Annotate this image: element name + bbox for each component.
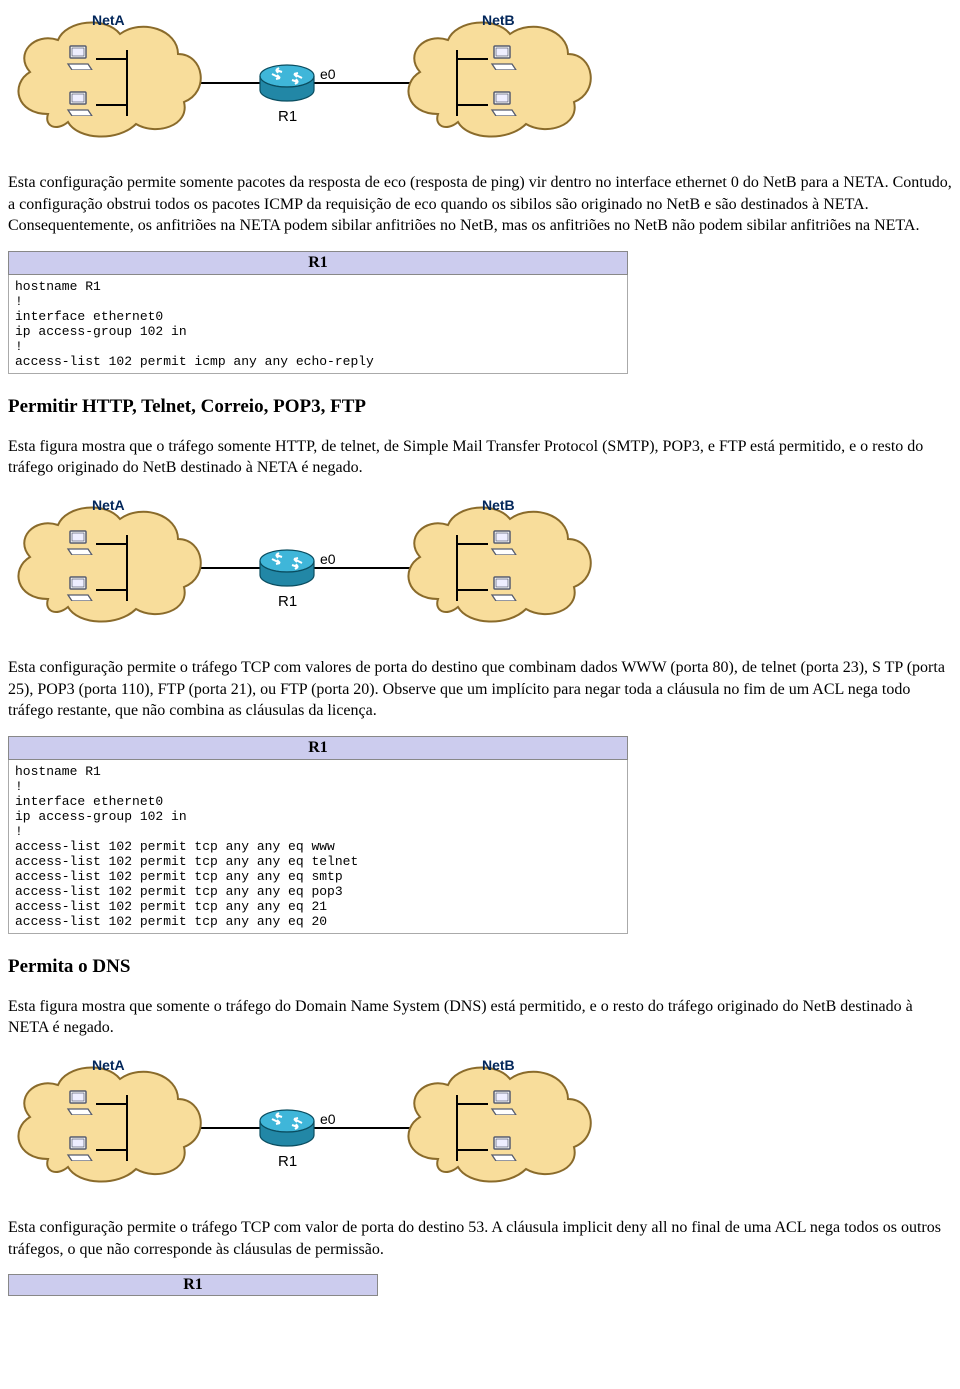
router-label: R1 bbox=[278, 108, 297, 125]
router-label: R1 bbox=[278, 1153, 297, 1170]
pc-icon bbox=[66, 1135, 94, 1161]
router-icon bbox=[258, 549, 316, 587]
paragraph: Esta configuração permite o tráfego TCP … bbox=[8, 1217, 952, 1260]
cloud-netb: NetB bbox=[398, 14, 598, 142]
pc-icon bbox=[66, 90, 94, 116]
cloud-netb: NetB bbox=[398, 499, 598, 627]
router-icon bbox=[258, 1109, 316, 1147]
pc-icon bbox=[490, 575, 518, 601]
pc-icon bbox=[490, 44, 518, 70]
pc-icon bbox=[66, 44, 94, 70]
heading-dns: Permita o DNS bbox=[8, 956, 952, 978]
config-table-3: R1 bbox=[8, 1274, 378, 1296]
pc-icon bbox=[490, 529, 518, 555]
neta-label: NetA bbox=[92, 1057, 125, 1073]
netb-label: NetB bbox=[482, 1057, 515, 1073]
neta-label: NetA bbox=[92, 497, 125, 513]
interface-label: e0 bbox=[320, 1111, 336, 1127]
bus-neta bbox=[126, 50, 128, 116]
stub bbox=[458, 58, 488, 60]
config-code: hostname R1 ! interface ethernet0 ip acc… bbox=[15, 279, 621, 369]
pc-icon bbox=[490, 1135, 518, 1161]
interface-label: e0 bbox=[320, 66, 336, 82]
pc-icon bbox=[490, 1089, 518, 1115]
cloud-neta: NetA bbox=[8, 1059, 208, 1187]
router-label: R1 bbox=[278, 593, 297, 610]
cloud-neta: NetA bbox=[8, 14, 208, 142]
config-code: hostname R1 ! interface ethernet0 ip acc… bbox=[15, 764, 621, 929]
config-title: R1 bbox=[9, 1275, 378, 1296]
heading-http: Permitir HTTP, Telnet, Correio, POP3, FT… bbox=[8, 396, 952, 418]
config-title: R1 bbox=[9, 251, 628, 274]
cloud-netb: NetB bbox=[398, 1059, 598, 1187]
pc-icon bbox=[490, 90, 518, 116]
stub bbox=[96, 104, 126, 106]
paragraph: Esta configuração permite o tráfego TCP … bbox=[8, 657, 952, 722]
paragraph: Esta figura mostra que somente o tráfego… bbox=[8, 996, 952, 1039]
netb-label: NetB bbox=[482, 12, 515, 28]
config-title: R1 bbox=[9, 736, 628, 759]
config-table-1: R1 hostname R1 ! interface ethernet0 ip … bbox=[8, 251, 628, 374]
stub bbox=[458, 104, 488, 106]
pc-icon bbox=[66, 575, 94, 601]
config-table-2: R1 hostname R1 ! interface ethernet0 ip … bbox=[8, 736, 628, 934]
network-diagram: NetA NetB e0 R1 bbox=[8, 1053, 628, 1203]
paragraph: Esta configuração permite somente pacote… bbox=[8, 172, 952, 237]
network-diagram: NetA NetB e0 R1 bbox=[8, 493, 628, 643]
neta-label: NetA bbox=[92, 12, 125, 28]
router-icon bbox=[258, 64, 316, 102]
cloud-neta: NetA bbox=[8, 499, 208, 627]
paragraph: Esta figura mostra que o tráfego somente… bbox=[8, 436, 952, 479]
interface-label: e0 bbox=[320, 551, 336, 567]
netb-label: NetB bbox=[482, 497, 515, 513]
network-diagram: NetA NetB bbox=[8, 8, 628, 158]
stub bbox=[96, 58, 126, 60]
pc-icon bbox=[66, 1089, 94, 1115]
pc-icon bbox=[66, 529, 94, 555]
